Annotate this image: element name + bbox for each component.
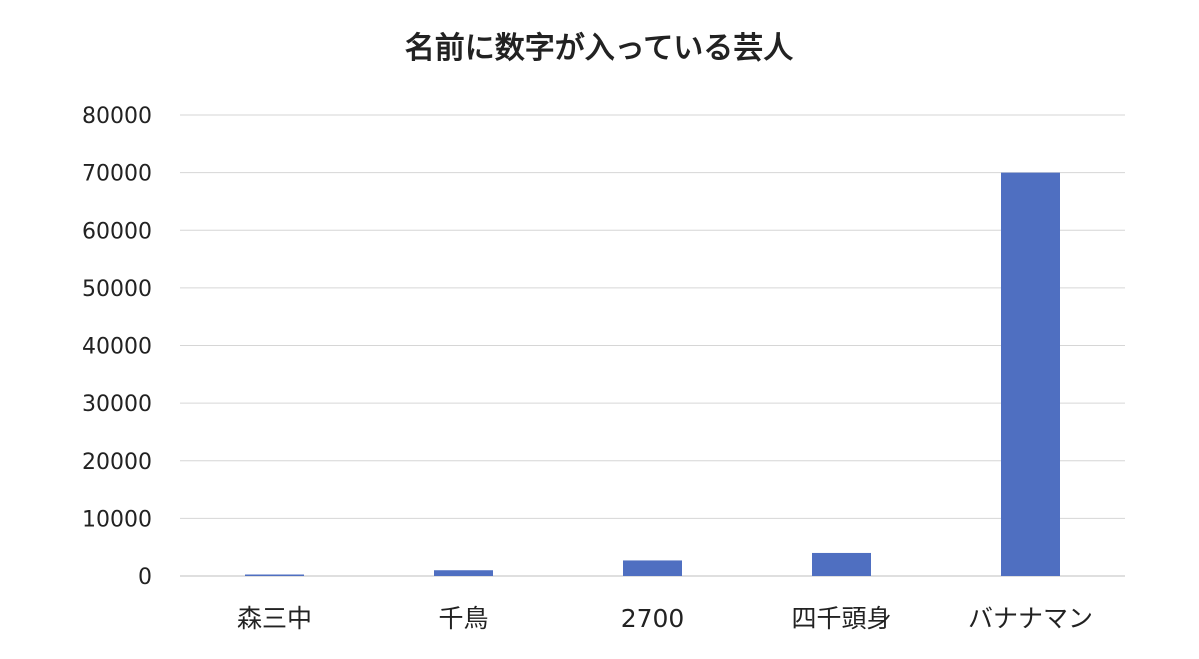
y-axis-ticks: 0 10000 20000 30000 40000 50000 60000 70000 8000…	[82, 104, 152, 590]
bar	[245, 574, 304, 576]
bars	[245, 172, 1060, 576]
x-tick-label: 四千頭身	[791, 604, 891, 633]
y-tick-label: 30000	[82, 392, 152, 417]
y-tick-label: 80000	[82, 104, 152, 129]
x-tick-label: 2700	[621, 604, 685, 633]
x-axis-ticks: 森三中 千鳥 2700 四千頭身 バナナマン	[237, 604, 1093, 633]
chart-title: 名前に数字が入っている芸人	[405, 31, 794, 66]
y-tick-label: 60000	[82, 219, 152, 244]
y-tick-label: 70000	[82, 162, 152, 187]
bar	[623, 560, 682, 576]
bar	[1001, 172, 1060, 576]
x-tick-label: 千鳥	[438, 604, 488, 633]
y-tick-label: 20000	[82, 450, 152, 475]
bar	[434, 570, 493, 576]
bar	[812, 552, 871, 576]
y-tick-label: 50000	[82, 277, 152, 302]
grid-lines	[180, 114, 1125, 577]
y-tick-label: 10000	[82, 507, 152, 532]
y-tick-label: 0	[138, 565, 152, 590]
x-tick-label: 森三中	[237, 604, 312, 633]
x-tick-label: バナナマン	[968, 604, 1093, 633]
y-tick-label: 40000	[82, 335, 152, 360]
